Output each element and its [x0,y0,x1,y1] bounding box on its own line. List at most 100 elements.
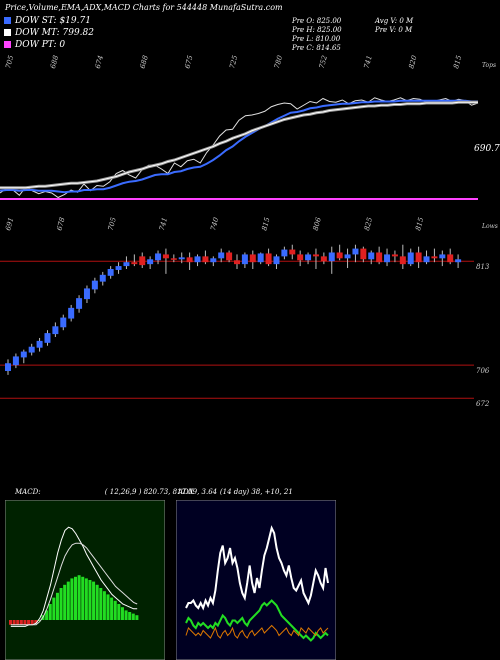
adx-line-plus_di [185,599,329,642]
candle-body [226,252,233,261]
chart-title: Price,Volume,EMA,ADX,MACD Charts for 544… [5,3,208,12]
macd-histogram-bar [45,610,49,620]
macd-histogram-bar [102,591,106,620]
candle-top-tick: 691 [4,217,15,232]
stat-avg-volume: Avg V: 0 M [375,17,414,25]
candle-body [107,269,114,276]
candle-body [289,249,296,255]
macd-histogram-bar [9,620,13,625]
candle-body [391,254,398,257]
candle-body [305,254,312,261]
stat-pre-close: Pre C: 814.65 [292,44,341,52]
macd-histogram-bar [48,604,52,620]
macd-histogram-bar [84,578,88,620]
candle-body [447,254,454,263]
macd-histogram-bar [113,600,117,620]
ema-top-tick: 780 [273,55,284,70]
stat-pre-high: Pre H: 825.00 [292,26,342,34]
macd-histogram-bar [135,615,139,620]
macd-histogram-bar [55,592,59,620]
macd-histogram-bar [88,580,92,620]
candle-top-tick: 741 [158,217,169,232]
candle-body [320,256,327,262]
adx-header: ADX (14 day) 38, +10, 21 [178,488,293,496]
legend-item-mt: DOW MT: 799.82 [4,28,94,40]
ema-top-tick: 705 [4,55,15,70]
candle-body [44,333,51,343]
candle-body [131,262,138,265]
stat-pre-low: Pre L: 810.00 [292,35,341,43]
macd-histogram-bar [16,620,20,625]
candle-body [170,258,177,260]
level-label: 672 [476,400,490,408]
candle-top-tick: 806 [312,216,323,232]
legend-label: DOW MT: 799.82 [15,28,94,38]
macd-histogram-bar [30,620,34,625]
macd-histogram-bar [128,612,132,620]
candle-body [147,259,154,265]
macd-histogram-bar [95,584,99,620]
macd-histogram-bar [77,575,81,620]
macd-histogram-bar [19,620,23,625]
candle-top-tick: 705 [107,216,118,232]
candle-body [178,257,185,260]
macd-histogram-bar [110,597,114,620]
candle-body [76,298,83,309]
ema-top-tick: 675 [183,55,194,70]
candle-body [139,256,146,266]
candle-body [312,254,319,257]
legend-swatch-white [4,29,11,36]
legend-item-pt: DOW PT: 0 [4,40,94,52]
candle-body [162,254,169,259]
candle-body [249,254,256,263]
macd-histogram-bar [27,620,31,625]
macd-histogram-bar [34,620,38,624]
ema-top-tick: 741 [363,55,374,70]
candle-body [91,280,98,290]
macd-summary: ( 12,26,9 ) 820.73, 817.09, 3.64 [104,488,218,496]
candle-body [265,253,272,265]
candle-body [336,252,343,259]
candle-body [99,274,106,282]
candle-body [234,260,240,265]
macd-histogram-bar [117,604,121,620]
price-level-label: 690.70 [474,144,500,154]
candle-body [328,252,335,262]
legend: DOW ST: $19.71 DOW MT: 799.82 DOW PT: 0 [4,16,94,52]
adx-line-adx [185,525,329,611]
macd-histogram-bar [66,581,70,620]
candle-body [186,257,193,263]
candle-body [12,356,19,366]
candle-body [281,249,288,257]
ema-top-tick: 688 [139,55,150,70]
ema-line-price [0,97,479,199]
candle-body [344,254,351,259]
macd-histogram-bar [70,578,74,620]
macd-histogram-bar [74,576,78,620]
macd-histogram-bar [59,588,63,620]
macd-signal-line [10,542,138,626]
candle-body [241,254,248,265]
stat-pre-volume: Pre V: 0 M [375,26,413,34]
ema-top-tick: 688 [49,55,60,70]
candle-body [352,248,359,255]
macd-histogram-bar [81,576,85,620]
ema-line-ema_short [0,99,478,194]
candle-body [218,252,225,259]
macd-histogram-bar [124,610,128,620]
candle-body [60,317,67,328]
macd-histogram-bar [12,620,16,625]
candle-body [273,256,280,265]
candle-body [384,254,391,263]
level-label: 813 [476,263,490,271]
adx-summary: (14 day) 38, +10, 21 [219,488,293,496]
ema-chart: 705 688 674 688 675 725 780 752 741 820 815 Tops 6… [0,55,500,200]
candle-body [123,262,130,267]
candle-body [20,351,27,358]
legend-label: DOW ST: $19.71 [15,16,91,26]
chart-header: Price,Volume,EMA,ADX,MACD Charts for 544… [5,3,283,12]
macd-header: MACD: ( 12,26,9 ) 820.73, 817.09, 3.64 [15,488,217,496]
candle-body [83,288,90,300]
candle-top-tick: 815 [260,216,271,232]
legend-label: DOW PT: 0 [15,40,66,50]
